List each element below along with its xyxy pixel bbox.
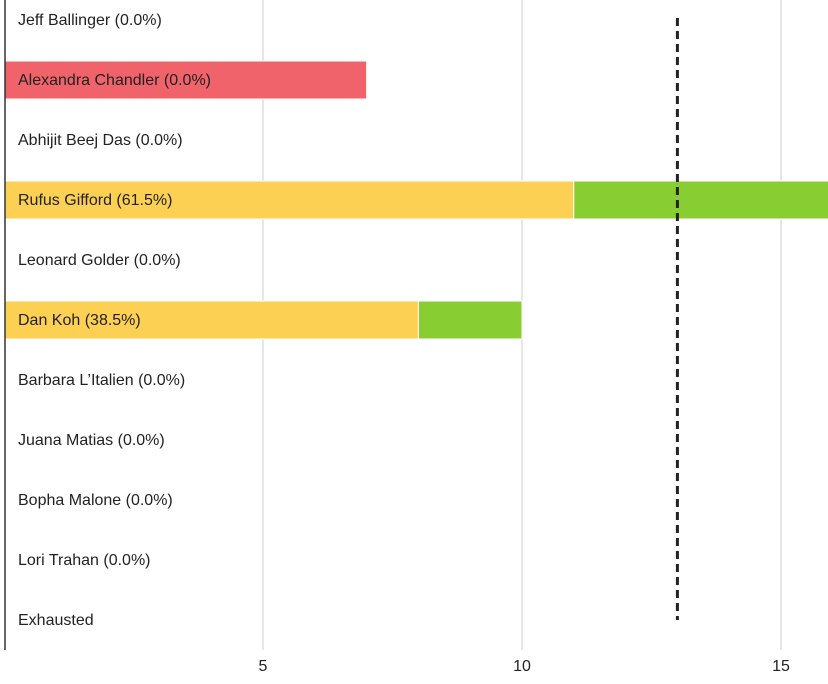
category-label: Abhijit Beej Das (0.0%) (18, 132, 183, 149)
category-label: Rufus Gifford (61.5%) (18, 192, 172, 209)
category-label: Jeff Ballinger (0.0%) (18, 12, 162, 29)
x-tick-label: 5 (259, 658, 268, 675)
bar-segment (417, 300, 523, 340)
category-label: Bopha Malone (0.0%) (18, 492, 173, 509)
x-tick-label: 15 (772, 658, 790, 675)
category-label: Alexandra Chandler (0.0%) (18, 72, 211, 89)
x-tick-label: 10 (513, 658, 531, 675)
category-label: Barbara L’Italien (0.0%) (18, 372, 185, 389)
category-label: Dan Koh (38.5%) (18, 312, 141, 329)
category-label: Exhausted (18, 612, 94, 629)
category-label: Lori Trahan (0.0%) (18, 552, 151, 569)
bar-segment (573, 180, 828, 220)
category-label: Juana Matias (0.0%) (18, 432, 165, 449)
bar-segment (3, 60, 368, 100)
bar-segment (3, 300, 419, 340)
bar-segment (3, 180, 575, 220)
category-label: Leonard Golder (0.0%) (18, 252, 181, 269)
